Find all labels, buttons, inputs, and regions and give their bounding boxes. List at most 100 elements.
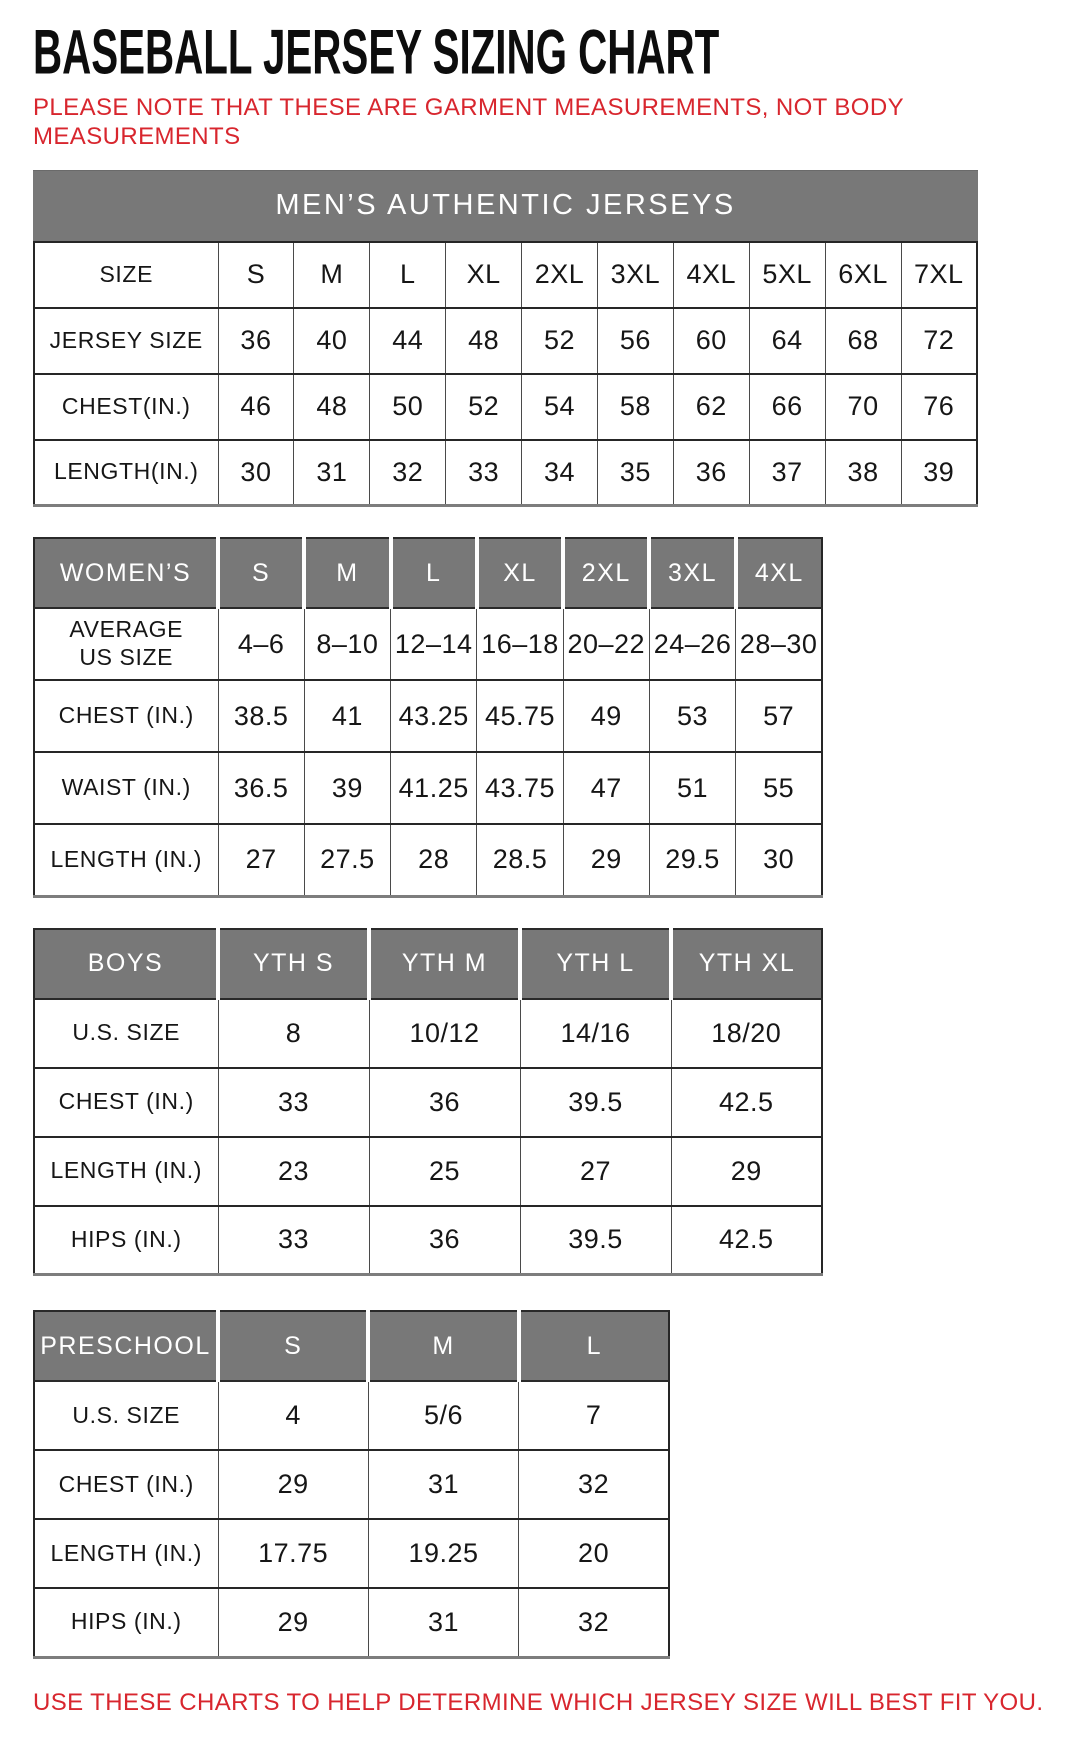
page-title-text: BASEBALL JERSEY SIZING CHART (33, 16, 720, 88)
value-cell: 36 (368, 1204, 521, 1276)
value-cell: 25 (368, 1135, 521, 1207)
value-cell: 8 (217, 997, 370, 1069)
value-cell: 19.25 (367, 1518, 520, 1590)
value-cell: 29 (217, 1587, 369, 1659)
value-cell: 62 (672, 372, 750, 441)
value-cell: 33 (217, 1066, 370, 1138)
value-cell: 52 (445, 372, 523, 441)
size-column-header: M (366, 1310, 519, 1383)
value-cell: 4 (217, 1380, 369, 1452)
value-cell: 47 (562, 751, 650, 826)
value-cell: 50 (369, 372, 447, 441)
value-cell: 31 (367, 1449, 520, 1521)
row-label-cell: CHEST (IN.) (33, 1066, 219, 1138)
value-cell: 41 (303, 679, 392, 754)
value-cell: 5XL (748, 240, 826, 309)
value-cell: 18/20 (670, 997, 823, 1069)
value-cell: 27 (217, 823, 305, 898)
value-cell: 5/6 (367, 1380, 520, 1452)
value-cell: 37 (748, 438, 826, 507)
value-cell: 56 (596, 306, 674, 375)
value-cell: 52 (521, 306, 598, 375)
value-cell: 27.5 (303, 823, 392, 898)
value-cell: 45.75 (476, 679, 564, 754)
value-cell: 36 (368, 1066, 521, 1138)
value-cell: 14/16 (519, 997, 672, 1069)
size-column-header: S (215, 537, 305, 610)
value-cell: 48 (293, 372, 371, 441)
value-cell: 7 (518, 1380, 670, 1452)
size-column-header: M (302, 537, 391, 610)
value-cell: 10/12 (368, 997, 521, 1069)
page-title: BASEBALL JERSEY SIZING CHART (33, 20, 1044, 83)
value-cell: 30 (735, 823, 823, 898)
row-label-cell: HIPS (IN.) (33, 1204, 219, 1276)
value-cell: 40 (293, 306, 371, 375)
value-cell: 38.5 (217, 679, 305, 754)
value-cell: 30 (217, 438, 295, 507)
value-cell: 28–30 (735, 607, 823, 682)
womens-table-section: WOMEN’S S M L XL 2XL 3XL 4XL AVERAGE US SIZE 4–6 8… (33, 537, 1044, 898)
table-row: HIPS (IN.) 29 31 32 (33, 1587, 670, 1659)
value-cell: 20–22 (562, 607, 650, 682)
value-cell: 2XL (521, 240, 598, 309)
value-cell: 4–6 (217, 607, 305, 682)
size-column-header: YTH L (518, 927, 671, 1000)
table-row: CHEST(IN.) 46 48 50 52 54 58 62 66 70 76 (33, 372, 978, 441)
value-cell: 36 (672, 438, 750, 507)
size-column-header: YTH S (216, 927, 369, 1000)
value-cell: 7XL (900, 240, 978, 309)
table-row: U.S. SIZE 8 10/12 14/16 18/20 (33, 997, 823, 1069)
value-cell: 46 (217, 372, 295, 441)
value-cell: 32 (369, 438, 447, 507)
row-label-cell: U.S. SIZE (33, 1380, 219, 1452)
value-cell: 3XL (596, 240, 674, 309)
row-label-cell: SIZE (33, 240, 219, 309)
table-row: LENGTH(IN.) 30 31 32 33 34 35 36 37 38 39 (33, 438, 978, 507)
table-row: HIPS (IN.) 33 36 39.5 42.5 (33, 1204, 823, 1276)
value-cell: 29 (562, 823, 650, 898)
value-cell: 55 (735, 751, 823, 826)
value-cell: 39.5 (519, 1066, 672, 1138)
value-cell: 72 (900, 306, 978, 375)
value-cell: 17.75 (217, 1518, 369, 1590)
table-title-cell: PRESCHOOL (34, 1310, 218, 1383)
value-cell: 41.25 (390, 751, 478, 826)
value-cell: 28.5 (476, 823, 564, 898)
value-cell: 36 (217, 306, 295, 375)
row-label-cell: HIPS (IN.) (33, 1587, 219, 1659)
value-cell: 42.5 (670, 1066, 823, 1138)
footer-note: USE THESE CHARTS TO HELP DETERMINE WHICH… (33, 1688, 1044, 1716)
value-cell: 39 (900, 438, 978, 507)
table-row: LENGTH (IN.) 23 25 27 29 (33, 1135, 823, 1207)
mens-banner: MEN’S AUTHENTIC JERSEYS (33, 169, 978, 241)
value-cell: 32 (518, 1449, 670, 1521)
table-row: SIZE S M L XL 2XL 3XL 4XL 5XL 6XL 7XL (33, 240, 978, 309)
preschool-table-section: PRESCHOOL S M L U.S. SIZE 4 5/6 7 CHEST (IN.) 29 3… (33, 1310, 1044, 1659)
value-cell: 51 (648, 751, 737, 826)
value-cell: 29 (217, 1449, 369, 1521)
preschool-sizing-table: PRESCHOOL S M L U.S. SIZE 4 5/6 7 CHEST (IN.) 29 3… (33, 1310, 670, 1659)
value-cell: L (369, 240, 447, 309)
size-column-header: 2XL (561, 537, 650, 610)
value-cell: S (217, 240, 295, 309)
garment-measurement-note: PLEASE NOTE THAT THESE ARE GARMENT MEASU… (33, 94, 904, 151)
size-column-header: L (516, 1310, 669, 1383)
value-cell: 49 (562, 679, 650, 754)
value-cell: 16–18 (476, 607, 564, 682)
value-cell: 27 (519, 1135, 672, 1207)
value-cell: 54 (521, 372, 598, 441)
row-label-cell: LENGTH (IN.) (33, 823, 219, 898)
value-cell: 34 (521, 438, 598, 507)
boys-table-section: BOYS YTH S YTH M YTH L YTH XL U.S. SIZE 8 10/12… (33, 927, 1044, 1277)
row-label-cell: AVERAGE US SIZE (33, 607, 219, 682)
mens-sizing-table: SIZE S M L XL 2XL 3XL 4XL 5XL 6XL 7XL JERSEY SIZE 36… (33, 240, 978, 508)
value-cell: 64 (748, 306, 826, 375)
size-header-row: BOYS YTH S YTH M YTH L YTH XL (34, 927, 822, 1000)
value-cell: 4XL (672, 240, 750, 309)
value-cell: 33 (217, 1204, 370, 1276)
value-cell: 33 (445, 438, 523, 507)
row-label-cell: LENGTH(IN.) (33, 438, 219, 507)
value-cell: 42.5 (670, 1204, 823, 1276)
